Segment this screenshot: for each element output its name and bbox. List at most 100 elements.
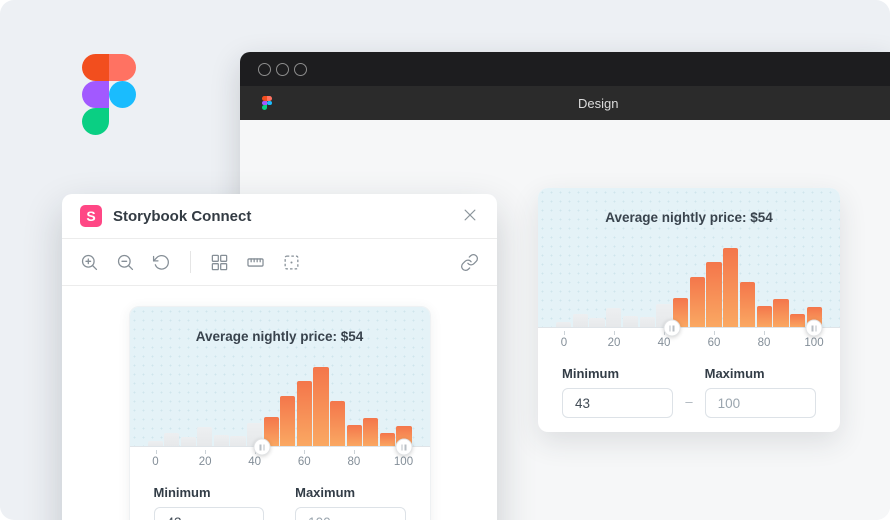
marquee-icon	[282, 253, 301, 272]
axis-tick	[304, 450, 306, 454]
tab-design-label: Design	[578, 95, 619, 111]
histogram-bar	[230, 435, 246, 447]
maximum-label: Maximum	[704, 366, 765, 381]
zoom-out-button[interactable]	[116, 253, 135, 272]
modal-header: S Storybook Connect	[62, 194, 497, 238]
axis-tick-label: 60	[297, 456, 311, 468]
window-close-button[interactable]	[258, 62, 271, 76]
chart-area: Average nightly price: $54	[129, 307, 430, 456]
storybook-connect-modal: S Storybook Connect	[62, 194, 497, 520]
chart-baseline	[538, 327, 840, 328]
toolbar-divider	[190, 251, 191, 273]
x-axis: 0 20 40 60 80 100	[152, 447, 413, 477]
link-icon	[460, 253, 479, 272]
histogram-bar	[572, 314, 588, 328]
close-button[interactable]	[461, 206, 479, 227]
marquee-button[interactable]	[282, 253, 301, 272]
histogram-bar	[296, 380, 312, 447]
histogram-bar	[639, 316, 655, 328]
maximum-input[interactable]	[295, 507, 406, 520]
axis-tick-label: 40	[248, 456, 262, 468]
figma-logo-icon	[82, 54, 136, 135]
histogram-bar	[756, 305, 772, 328]
x-axis: 0 20 40 60 80 100	[561, 328, 824, 358]
plugin-body: Average nightly price: $54 0 20 40 60 80 100 …	[62, 286, 497, 520]
window-zoom-button[interactable]	[294, 62, 307, 76]
axis-tick-label: 100	[393, 456, 414, 468]
ruler-icon	[246, 253, 265, 272]
axis-tick-label: 40	[657, 337, 671, 349]
maximum-input[interactable]	[704, 388, 817, 418]
histogram	[556, 248, 822, 328]
minimum-input[interactable]	[562, 388, 674, 418]
maximum-label: Maximum	[295, 485, 356, 500]
app-toolbar: Design	[240, 86, 890, 120]
histogram-bar	[313, 367, 329, 447]
range-separator: –	[276, 513, 283, 520]
histogram-bar	[589, 317, 605, 328]
minimum-field: Minimum	[562, 366, 674, 418]
zoom-in-icon	[80, 253, 99, 272]
close-icon	[461, 206, 479, 227]
figma-app-icon[interactable]	[262, 95, 272, 111]
storybook-logo-icon: S	[80, 205, 102, 227]
range-handle-max[interactable]	[805, 319, 823, 337]
range-controls: Minimum – Maximum	[130, 477, 430, 520]
grid-button[interactable]	[210, 253, 229, 272]
histogram-bar	[164, 433, 180, 447]
histogram-bar	[706, 261, 722, 328]
maximum-field: Maximum	[295, 485, 406, 520]
axis-tick	[714, 331, 715, 335]
histogram-bar	[689, 276, 705, 328]
histogram-bar	[622, 316, 639, 328]
histogram-bar	[790, 313, 806, 328]
range-handle-max[interactable]	[395, 438, 412, 456]
histogram-bar	[773, 299, 789, 328]
axis-tick-label: 100	[804, 337, 824, 349]
histogram-bar	[213, 435, 229, 447]
chart-title: Average nightly price: $54	[605, 210, 773, 225]
plugin-toolbar	[62, 239, 497, 285]
axis-tick	[353, 450, 355, 454]
histogram-bar	[180, 436, 196, 447]
minimum-label: Minimum	[562, 366, 620, 381]
price-range-widget-canvas[interactable]: Average nightly price: $54 0 20 40 60 80 100 …	[538, 188, 840, 432]
chart-title: Average nightly price: $54	[195, 329, 364, 344]
reset-view-button[interactable]	[152, 253, 171, 272]
zoom-in-button[interactable]	[80, 253, 99, 272]
histogram-bar	[606, 308, 622, 328]
histogram-bar	[739, 282, 756, 328]
histogram-bar	[330, 401, 346, 447]
window-titlebar	[240, 52, 890, 86]
histogram-bar	[723, 248, 739, 328]
range-handle-min[interactable]	[663, 319, 680, 337]
link-button[interactable]	[460, 253, 479, 272]
histogram-bar	[346, 424, 362, 447]
range-controls: Minimum – Maximum	[538, 358, 840, 432]
histogram	[147, 367, 412, 447]
axis-tick	[764, 331, 765, 335]
ruler-button[interactable]	[246, 253, 265, 272]
minimum-field: Minimum	[153, 485, 264, 520]
histogram-bar	[147, 440, 163, 447]
axis-tick-label: 80	[347, 456, 361, 468]
chart-area: Average nightly price: $54	[538, 188, 840, 337]
axis-tick	[564, 331, 565, 335]
axis-tick-label: 0	[152, 456, 159, 468]
price-range-widget-preview[interactable]: Average nightly price: $54 0 20 40 60 80 100 …	[128, 306, 431, 520]
histogram-bar	[556, 321, 572, 328]
axis-tick-label: 60	[707, 337, 721, 349]
minimum-input[interactable]	[153, 507, 264, 520]
axis-tick	[614, 331, 615, 335]
window-minimize-button[interactable]	[276, 62, 289, 76]
minimum-label: Minimum	[153, 485, 211, 500]
grid-icon	[210, 253, 229, 272]
divider	[62, 285, 497, 286]
range-separator: –	[685, 394, 693, 409]
chart-baseline	[129, 446, 430, 447]
tab-design[interactable]: Design	[578, 86, 618, 120]
zoom-out-icon	[116, 253, 135, 272]
histogram-bar	[197, 427, 213, 447]
range-handle-min[interactable]	[253, 438, 271, 456]
